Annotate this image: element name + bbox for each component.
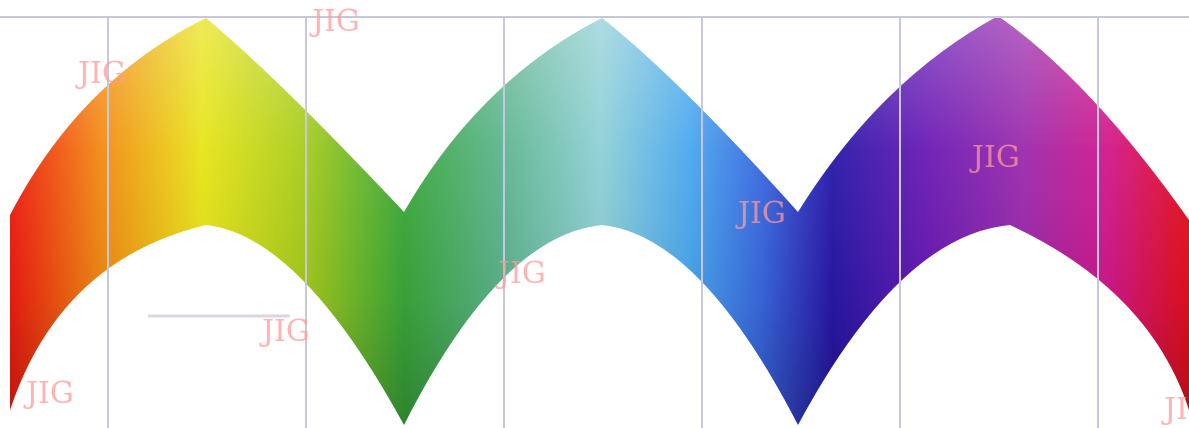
watermark-text: JIG <box>262 314 310 349</box>
watermark-text: JIG <box>26 376 74 411</box>
guide-lines <box>0 16 1189 428</box>
watermark-text: JIG <box>78 56 126 91</box>
watermark-text: JIG <box>1164 392 1189 427</box>
band-shading <box>10 16 1189 425</box>
watermark-text: JIG <box>312 4 360 39</box>
watermark-text: JIG <box>972 140 1020 175</box>
watermark-text: JIG <box>738 196 786 231</box>
watermark-text: JIG <box>498 256 546 291</box>
